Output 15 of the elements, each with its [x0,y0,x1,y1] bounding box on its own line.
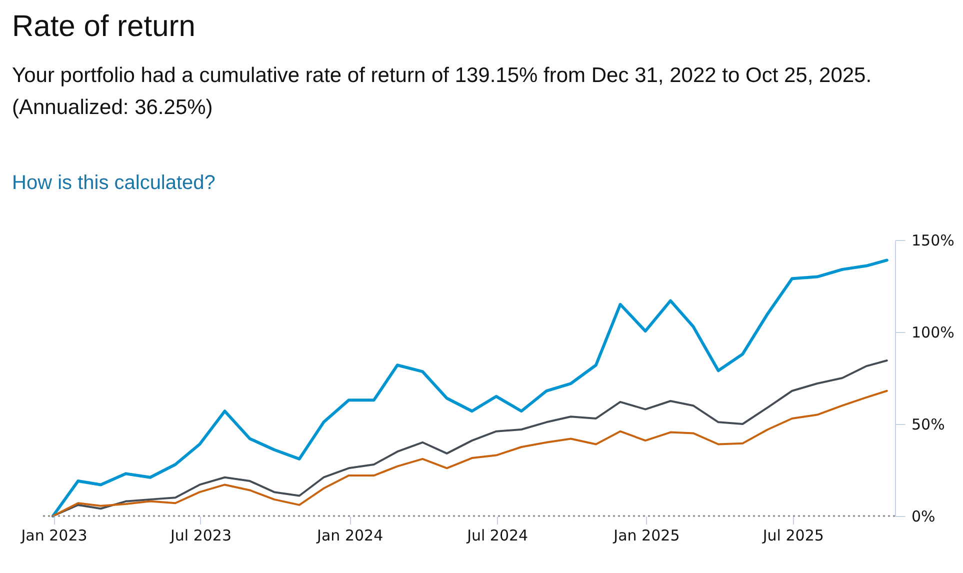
chart-subtitle: Your portfolio had a cumulative rate of return of 139.15% from Dec 31, 2022 to Oct 25, 2025. (Annualized: 36.25%) [12,63,873,121]
y-tick-label: 100% [912,324,954,342]
chart-title: Rate of return [12,10,196,44]
x-tick-label: Jan 2024 [316,526,384,544]
x-tick-label: Jan 2023 [20,526,88,544]
line-series [52,390,888,517]
line-series [51,258,888,518]
y-tick-label: 50% [912,416,945,434]
x-tick-label: Jan 2025 [612,526,680,544]
x-tick-label: Jul 2024 [466,526,528,544]
y-tick-label: 150% [912,232,954,250]
x-tick-label: Jul 2023 [169,526,232,544]
text: How is this calculated? [12,172,216,195]
x-tick-label: Jul 2025 [762,526,824,544]
y-tick-label: 0% [912,508,936,526]
